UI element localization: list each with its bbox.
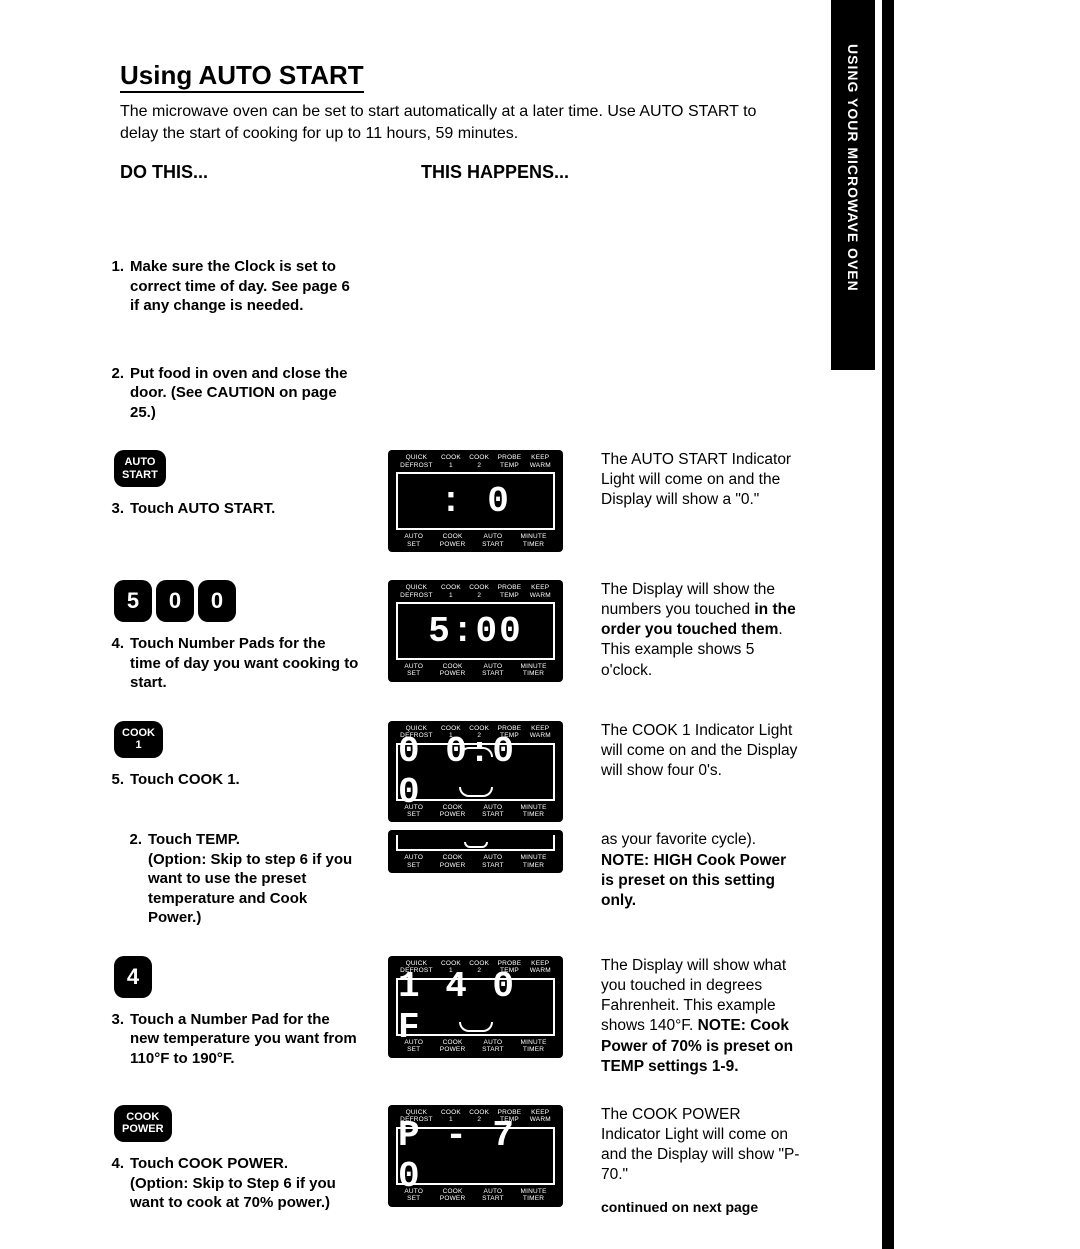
step-4b-row: COOK POWER 4.Touch COOK POWER.(Option: S… <box>120 1105 800 1216</box>
display-box-5: QUICKDEFROSTCOOK1COOK2PROBETEMPKEEPWARM … <box>388 1105 563 1207</box>
step-4-num: 4. <box>108 634 124 693</box>
step-2-row: 2.Put food in oven and close the door. (… <box>120 364 800 423</box>
step-5-num: 5. <box>108 770 124 790</box>
display-screen-3: 0 0:0 0 <box>396 743 555 801</box>
step-1-text: Make sure the Clock is set to correct ti… <box>130 257 360 316</box>
cook1-button: COOK 1 <box>114 721 163 758</box>
section-tab: USING YOUR MICROWAVE OVEN <box>831 0 875 370</box>
page-content: Using AUTO START The microwave oven can … <box>0 0 850 1215</box>
step-4-row: 5 0 0 4.Touch Number Pads for the time o… <box>120 580 800 693</box>
display-screen-2: 5:00 <box>396 602 555 660</box>
display-box-4: QUICKDEFROSTCOOK1COOK2PROBETEMPKEEPWARM … <box>388 956 563 1058</box>
step-3-text: Touch AUTO START. <box>130 499 360 519</box>
step-1-num: 1. <box>108 257 124 316</box>
step-3-row: AUTO START 3.Touch AUTO START. QUICKDEFR… <box>120 450 800 552</box>
step-3b-text: Touch a Number Pad for the new temperatu… <box>130 1010 360 1069</box>
step-5-row: COOK 1 5.Touch COOK 1. QUICKDEFROSTCOOK1… <box>120 721 800 823</box>
this-happens-header: THIS HAPPENS... <box>421 162 800 183</box>
step-3b-row: 4 3.Touch a Number Pad for the new tempe… <box>120 956 800 1077</box>
right-text-1: The AUTO START Indicator Light will come… <box>601 450 800 510</box>
step-2b-num: 2. <box>126 830 142 928</box>
display-box-3: QUICKDEFROSTCOOK1COOK2PROBETEMPKEEPWARM … <box>388 721 563 823</box>
intro-text: The microwave oven can be set to start a… <box>120 101 760 144</box>
step-4b-opt: (Option: Skip to Step 6 if you want to c… <box>130 1175 336 1212</box>
right-text-5: The COOK POWER Indicator Light will come… <box>601 1105 800 1186</box>
page-title: Using AUTO START <box>120 60 364 93</box>
step-3-num: 3. <box>108 499 124 519</box>
display-box-partial: AUTOSETCOOKPOWERAUTOSTARTMINUTETIMER <box>388 830 563 873</box>
display-screen-5: P - 7 0 <box>396 1127 555 1185</box>
step-2b-opt: (Option: Skip to step 6 if you want to u… <box>148 851 352 927</box>
digit-5-button: 5 <box>114 580 152 622</box>
do-this-header: DO THIS... <box>120 162 360 183</box>
display-box-2: QUICKDEFROSTCOOK1COOK2PROBETEMPKEEPWARM … <box>388 580 563 682</box>
step-1-row: 1.Make sure the Clock is set to correct … <box>120 257 800 316</box>
display-box-1: QUICKDEFROSTCOOK1COOK2PROBETEMPKEEPWARM … <box>388 450 563 552</box>
step-2b-row: 2. Touch TEMP. (Option: Skip to step 6 if … <box>120 830 800 928</box>
step-4b-num: 4. <box>108 1154 124 1213</box>
step-5-text: Touch COOK 1. <box>130 770 360 790</box>
continued-text: continued on next page <box>601 1199 800 1215</box>
side-margin-bar <box>882 0 894 1249</box>
column-headers: DO THIS... THIS HAPPENS... <box>120 162 800 209</box>
cook-power-button: COOK POWER <box>114 1105 172 1142</box>
right-text-2: The Display will show the numbers you to… <box>601 580 800 681</box>
right-text-4: The Display will show what you touched i… <box>601 956 800 1077</box>
step-2b-text: Touch TEMP. <box>148 831 240 848</box>
digit-4-button: 4 <box>114 956 152 998</box>
step-2-text: Put food in oven and close the door. (Se… <box>130 364 360 423</box>
right-text-3b: as your favorite cycle). NOTE: HIGH Cook… <box>601 830 800 911</box>
step-2-num: 2. <box>108 364 124 423</box>
digit-0-button-2: 0 <box>198 580 236 622</box>
display-screen-1: : 0 <box>396 472 555 530</box>
step-4b-text: Touch COOK POWER. <box>130 1155 288 1172</box>
step-3b-num: 3. <box>108 1010 124 1069</box>
display-screen-4: 1 4 0 F <box>396 978 555 1036</box>
auto-start-button: AUTO START <box>114 450 166 487</box>
step-4-text: Touch Number Pads for the time of day yo… <box>130 634 360 693</box>
right-text-3: The COOK 1 Indicator Light will come on … <box>601 721 800 781</box>
digit-0-button: 0 <box>156 580 194 622</box>
